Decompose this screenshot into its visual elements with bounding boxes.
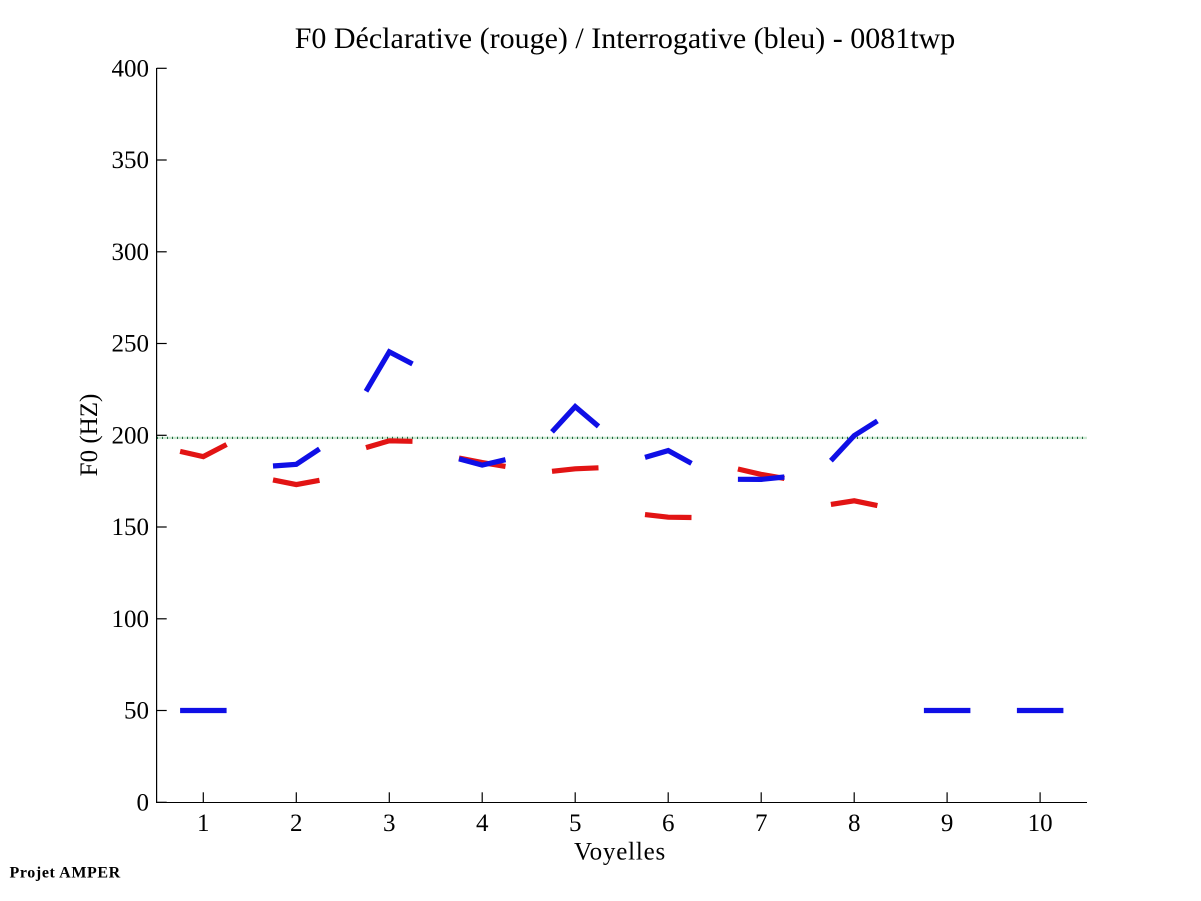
svg-text:5: 5: [569, 810, 582, 837]
svg-text:50: 50: [124, 698, 149, 725]
svg-text:8: 8: [848, 810, 861, 837]
svg-text:2: 2: [290, 810, 303, 837]
svg-text:10: 10: [1028, 810, 1053, 837]
svg-text:0: 0: [137, 790, 150, 817]
svg-text:1: 1: [197, 810, 210, 837]
svg-text:3: 3: [383, 810, 396, 837]
svg-text:9: 9: [941, 810, 954, 837]
svg-text:F0 (HZ): F0 (HZ): [76, 394, 103, 477]
svg-text:200: 200: [112, 423, 150, 450]
svg-text:4: 4: [476, 810, 489, 837]
svg-text:300: 300: [112, 239, 150, 266]
svg-text:400: 400: [112, 56, 150, 83]
svg-text:Projet AMPER: Projet AMPER: [10, 865, 121, 882]
svg-text:F0 Déclarative (rouge) / Inter: F0 Déclarative (rouge) / Interrogative (…: [295, 22, 956, 55]
svg-text:150: 150: [112, 514, 150, 541]
svg-text:100: 100: [112, 606, 150, 633]
svg-text:250: 250: [112, 331, 150, 358]
svg-text:350: 350: [112, 147, 150, 174]
svg-text:Voyelles: Voyelles: [574, 839, 666, 866]
svg-text:7: 7: [755, 810, 768, 837]
svg-text:6: 6: [662, 810, 675, 837]
